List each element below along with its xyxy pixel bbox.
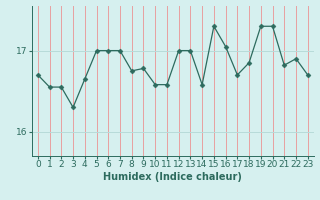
X-axis label: Humidex (Indice chaleur): Humidex (Indice chaleur) — [103, 172, 242, 182]
